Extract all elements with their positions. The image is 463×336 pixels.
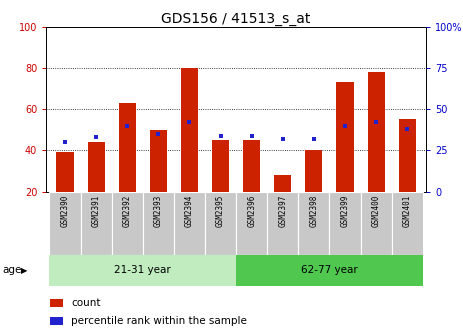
Bar (112, 192, 143, 255)
Text: age: age (2, 265, 22, 276)
Bar (181, 68, 198, 192)
Bar (212, 140, 229, 192)
Text: GSM2392: GSM2392 (123, 195, 131, 227)
Bar (368, 72, 385, 192)
Text: GSM2398: GSM2398 (309, 195, 319, 227)
Bar (236, 255, 423, 286)
Bar (143, 192, 174, 255)
Bar (81, 192, 112, 255)
Title: GDS156 / 41513_s_at: GDS156 / 41513_s_at (162, 12, 311, 26)
Text: GSM2400: GSM2400 (372, 195, 381, 227)
Bar (306, 151, 323, 192)
Bar (236, 192, 267, 255)
Bar (274, 175, 291, 192)
Bar (50, 192, 81, 255)
Bar (50, 317, 63, 325)
Bar (337, 82, 354, 192)
Bar (56, 153, 74, 192)
Text: GSM2390: GSM2390 (61, 195, 69, 227)
Bar (298, 192, 330, 255)
Bar (330, 192, 361, 255)
Text: 62-77 year: 62-77 year (301, 265, 358, 276)
Text: GSM2391: GSM2391 (92, 195, 100, 227)
Text: GSM2401: GSM2401 (403, 195, 412, 227)
Bar (243, 140, 260, 192)
Text: GSM2393: GSM2393 (154, 195, 163, 227)
Text: GSM2397: GSM2397 (278, 195, 288, 227)
Bar (205, 192, 236, 255)
Text: ▶: ▶ (21, 266, 28, 275)
Text: GSM2399: GSM2399 (341, 195, 350, 227)
Text: GSM2395: GSM2395 (216, 195, 225, 227)
Text: GSM2396: GSM2396 (247, 195, 256, 227)
Bar (150, 130, 167, 192)
Text: GSM2394: GSM2394 (185, 195, 194, 227)
Bar (50, 255, 236, 286)
Bar (50, 299, 63, 307)
Bar (119, 103, 136, 192)
Bar (88, 142, 105, 192)
Bar (392, 192, 423, 255)
Bar (399, 120, 416, 192)
Bar (174, 192, 205, 255)
Bar (361, 192, 392, 255)
Bar (267, 192, 298, 255)
Text: count: count (71, 298, 100, 308)
Text: percentile rank within the sample: percentile rank within the sample (71, 316, 247, 326)
Text: 21-31 year: 21-31 year (114, 265, 171, 276)
